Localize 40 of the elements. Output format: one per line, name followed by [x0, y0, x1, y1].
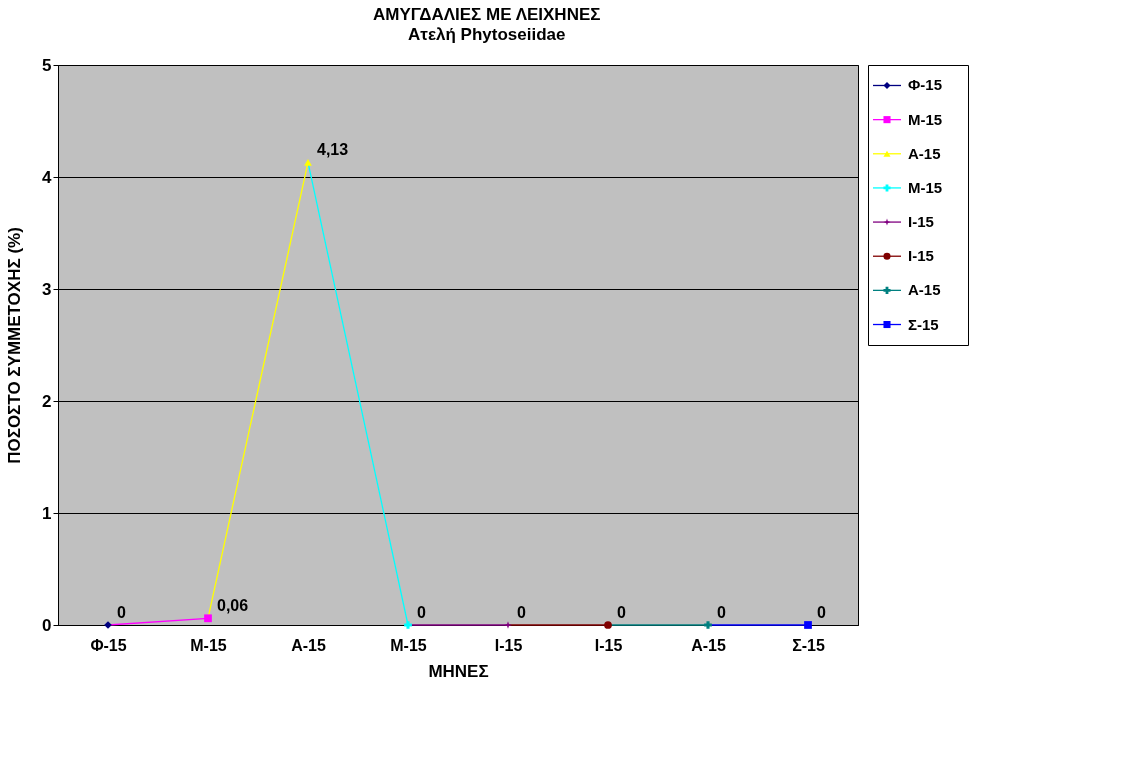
x-axis-title: ΜΗΝΕΣ [428, 661, 489, 681]
y-tick-label: 2 [42, 391, 52, 411]
x-tick-label: Ι-15 [594, 636, 623, 654]
chart-subtitle: Ατελή Phytoseiidae [408, 24, 566, 44]
legend-label: Α-15 [908, 281, 941, 299]
y-tick-label: 5 [42, 55, 52, 75]
x-tick-label: Ι-15 [494, 636, 523, 654]
legend-label: Α-15 [908, 144, 941, 162]
data-label: 0 [617, 604, 626, 621]
x-tick-label: Φ-15 [90, 636, 127, 654]
chart-title: ΑΜΥΓΔΑΛΙΕΣ ΜΕ ΛΕΙΧΗΝΕΣ [373, 4, 601, 24]
point [804, 621, 812, 629]
legend-label: Φ-15 [908, 76, 942, 94]
y-tick-label: 1 [42, 503, 52, 523]
y-axis-title: ΠΟΣΟΣΤΟ ΣΥΜΜΕΤΟΧΗΣ (%) [5, 227, 25, 464]
x-tick-label: Μ-15 [390, 636, 427, 654]
point [304, 159, 312, 166]
legend-label: Μ-15 [908, 110, 943, 128]
point [404, 621, 412, 629]
legend-label: Μ-15 [908, 178, 943, 196]
data-label: 0,06 [217, 597, 249, 615]
y-tick-label: 4 [42, 167, 53, 187]
y-tick-label: 3 [42, 279, 52, 299]
point [704, 621, 712, 629]
data-label: 4,13 [317, 141, 349, 159]
point [204, 614, 212, 623]
data-label: 0 [717, 604, 726, 621]
data-label: 0 [417, 604, 426, 621]
x-tick-label: Σ-15 [792, 636, 825, 654]
data-label: 0 [817, 604, 826, 621]
legend-label: Ι-15 [908, 213, 934, 231]
legend-label: Ι-15 [908, 247, 934, 265]
point [604, 621, 612, 629]
x-tick-label: Α-15 [291, 636, 326, 654]
x-tick-label: Μ-15 [190, 636, 227, 654]
y-tick-label: 0 [42, 615, 52, 635]
x-tick-label: Α-15 [691, 636, 726, 654]
data-label: 0 [517, 604, 526, 621]
data-label: 0 [117, 604, 126, 621]
legend-label: Σ-15 [908, 315, 939, 333]
